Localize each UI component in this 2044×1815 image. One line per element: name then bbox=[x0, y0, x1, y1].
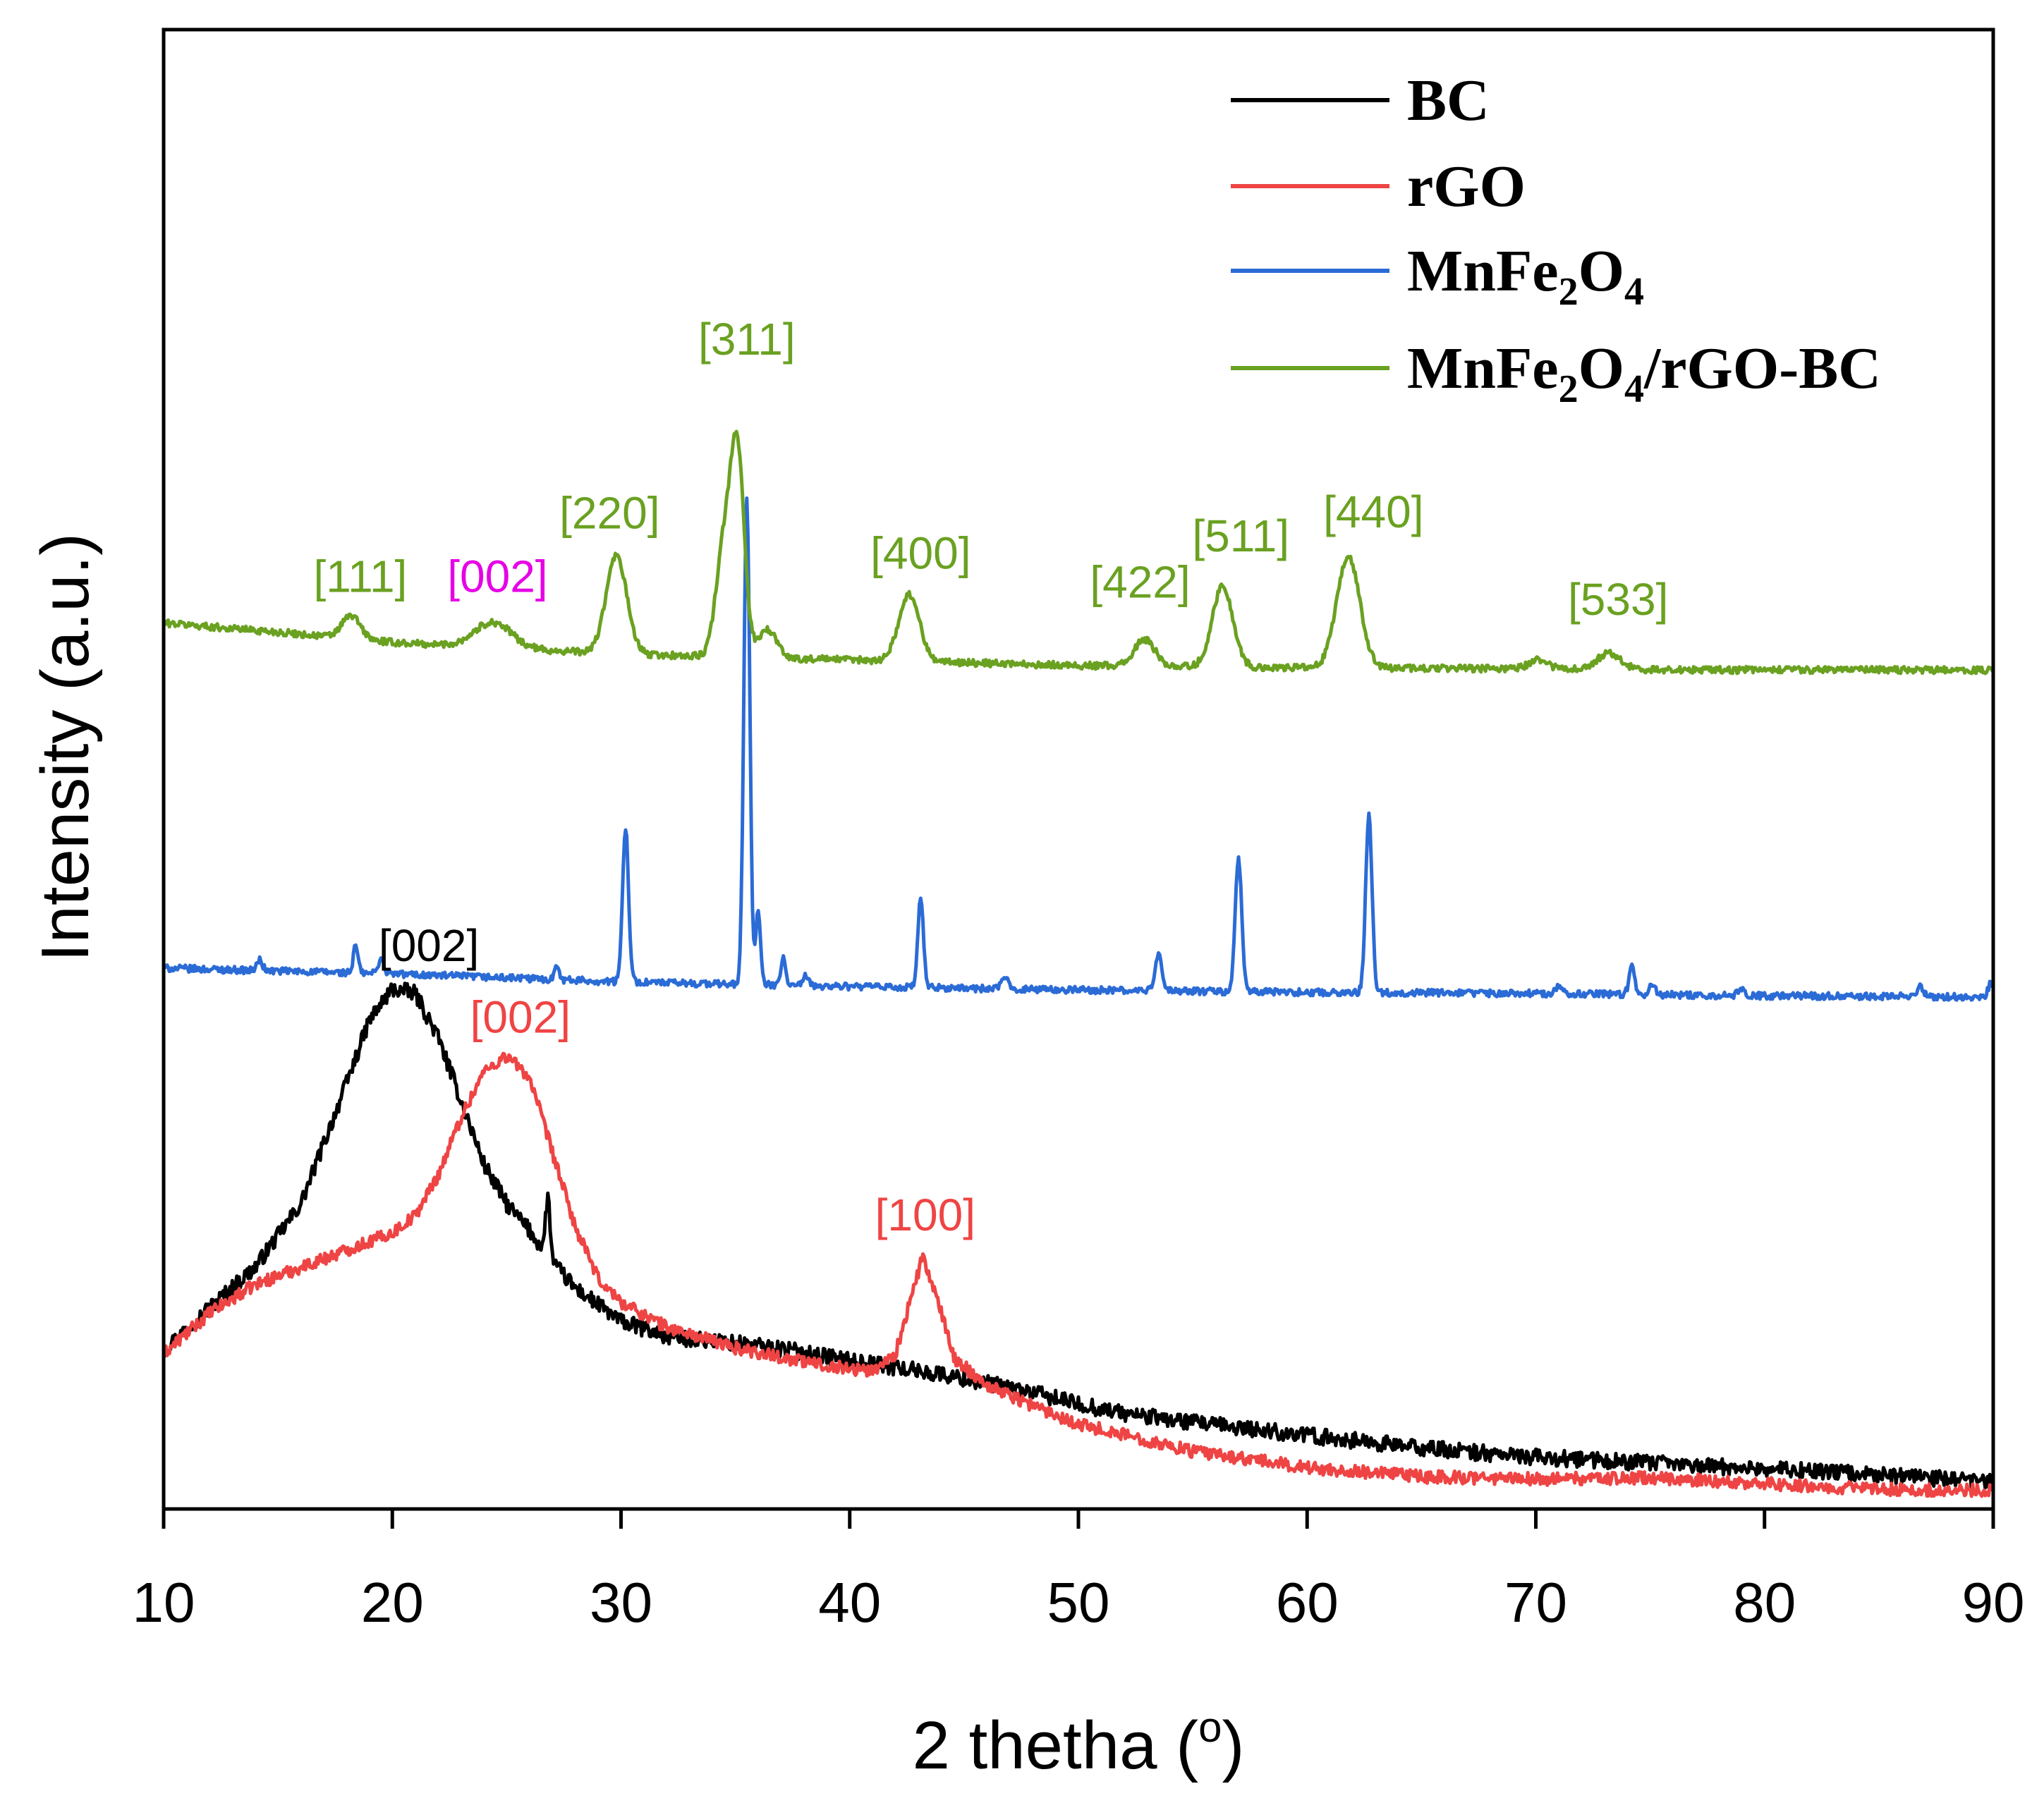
x-tick-label-7: 80 bbox=[1733, 1571, 1796, 1634]
x-tick-label-1: 20 bbox=[361, 1571, 424, 1634]
x-tick-label-0: 10 bbox=[133, 1571, 195, 1634]
peak-label-9: [002] bbox=[379, 920, 479, 971]
series-line-3 bbox=[162, 429, 1995, 676]
peak-label-0: [111] bbox=[313, 551, 407, 601]
series-layer bbox=[162, 429, 1995, 1498]
legend-label-0: BC bbox=[1407, 68, 1490, 133]
legend: BC rGO MnFe2O4 MnFe2O4/rGO-BC bbox=[1231, 68, 1881, 411]
peak-annotations: [111] [002][220][311][400][422][511] [440]… bbox=[313, 314, 1668, 1240]
peak-label-10: [002] bbox=[470, 991, 571, 1042]
series-line-2 bbox=[162, 496, 1995, 1002]
x-tick-label-6: 70 bbox=[1504, 1571, 1567, 1634]
peak-label-8: [533] bbox=[1568, 574, 1668, 625]
peak-label-6: [511] bbox=[1192, 511, 1289, 561]
legend-label-1: rGO bbox=[1407, 154, 1526, 219]
x-tick-label-4: 50 bbox=[1047, 1571, 1110, 1634]
peak-label-3: [311] bbox=[698, 314, 796, 365]
peak-label-4: [400] bbox=[870, 528, 971, 579]
x-axis-title: 2 thetha (o) bbox=[913, 1704, 1245, 1783]
peak-label-2: [220] bbox=[559, 488, 659, 539]
series-line-0 bbox=[162, 982, 1995, 1490]
x-tick-label-8: 90 bbox=[1962, 1571, 2025, 1634]
x-axis: 10 20 30 40 50 60 70 80 90 bbox=[133, 1509, 2025, 1634]
x-axis-title-text: 2 thetha ( bbox=[913, 1708, 1199, 1783]
x-axis-title-close: ) bbox=[1222, 1708, 1245, 1783]
degree-superscript: o bbox=[1198, 1704, 1222, 1751]
x-tick-label-5: 60 bbox=[1276, 1571, 1339, 1634]
peak-label-1: [002] bbox=[447, 551, 547, 601]
peak-label-11: [100] bbox=[875, 1190, 975, 1240]
x-tick-label-2: 30 bbox=[590, 1571, 652, 1634]
peak-label-7: [440] bbox=[1323, 487, 1423, 537]
y-axis-title: Intensity (a.u.) bbox=[28, 533, 103, 962]
series-line-1 bbox=[162, 1051, 1995, 1498]
legend-label-3: MnFe2O4/rGO-BC bbox=[1407, 336, 1881, 411]
peak-label-5: [422] bbox=[1090, 557, 1190, 608]
legend-label-2: MnFe2O4 bbox=[1407, 238, 1644, 314]
x-tick-label-3: 40 bbox=[818, 1571, 881, 1634]
